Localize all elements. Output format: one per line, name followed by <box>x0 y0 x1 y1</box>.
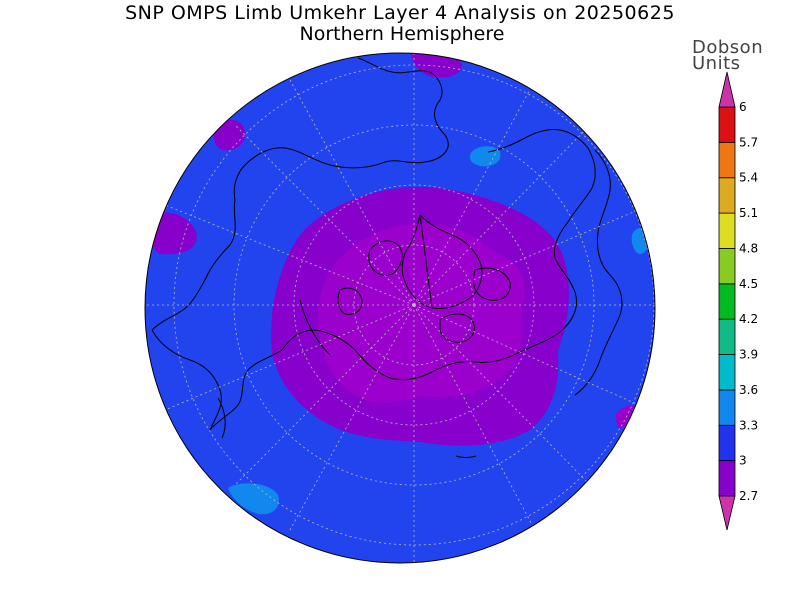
spot-purple-northwest <box>149 212 197 255</box>
colorbar-labels: 2.7 3 3.3 3.6 3.9 4.2 4.5 4.8 5.1 5.4 5.7 6 <box>739 100 758 503</box>
colorbar-box <box>718 460 736 497</box>
colorbar-tick-label: 5.4 <box>739 171 758 185</box>
graticule <box>145 53 655 563</box>
colorbar-boxes <box>718 106 736 497</box>
spot-lightblue-southwest <box>228 483 279 515</box>
colorbar-tick-label: 3 <box>739 454 747 468</box>
coastlines <box>151 57 623 458</box>
colorbar-box <box>718 212 736 249</box>
colorbar-box <box>718 141 736 179</box>
colorbar-tick-label: 3.9 <box>739 348 758 362</box>
units-label-line2: Units <box>692 53 741 74</box>
colorbar-tick-label: 4.2 <box>739 312 758 326</box>
colorbar-box <box>718 177 736 214</box>
map-subtitle: Northern Hemisphere <box>299 23 505 45</box>
map-disk <box>145 53 655 563</box>
units-label: Dobson Units <box>692 37 764 74</box>
colorbar-box <box>718 248 736 285</box>
colorbar-tick-label: 4.8 <box>739 241 758 255</box>
colorbar-box <box>718 318 736 355</box>
colorbar-tick-label: 2.7 <box>739 489 758 503</box>
colorbar-tick-label: 5.7 <box>739 135 758 149</box>
title-block: SNP OMPS Limb Umkehr Layer 4 Analysis on… <box>0 3 800 45</box>
colorbar-tick-label: 3.6 <box>739 383 758 397</box>
map-title: SNP OMPS Limb Umkehr Layer 4 Analysis on… <box>125 2 675 24</box>
map-border <box>144 52 656 564</box>
units-label-line1: Dobson <box>692 37 764 58</box>
colorbar-box <box>718 354 736 391</box>
colorbar-arrow-low <box>718 495 736 531</box>
colorbar-tick-label: 6 <box>739 100 747 114</box>
colorbar-box <box>718 424 736 462</box>
colorbar-arrow-high <box>718 71 736 108</box>
colorbar-box <box>718 283 736 320</box>
colorbar-tick-label: 5.1 <box>739 206 758 220</box>
colorbar-box <box>718 106 736 143</box>
colorbar-tick-label: 4.5 <box>739 277 758 291</box>
region-magenta-inner <box>318 223 525 404</box>
colorbar-box <box>718 389 736 426</box>
colorbar-tick-label: 3.3 <box>739 418 758 432</box>
